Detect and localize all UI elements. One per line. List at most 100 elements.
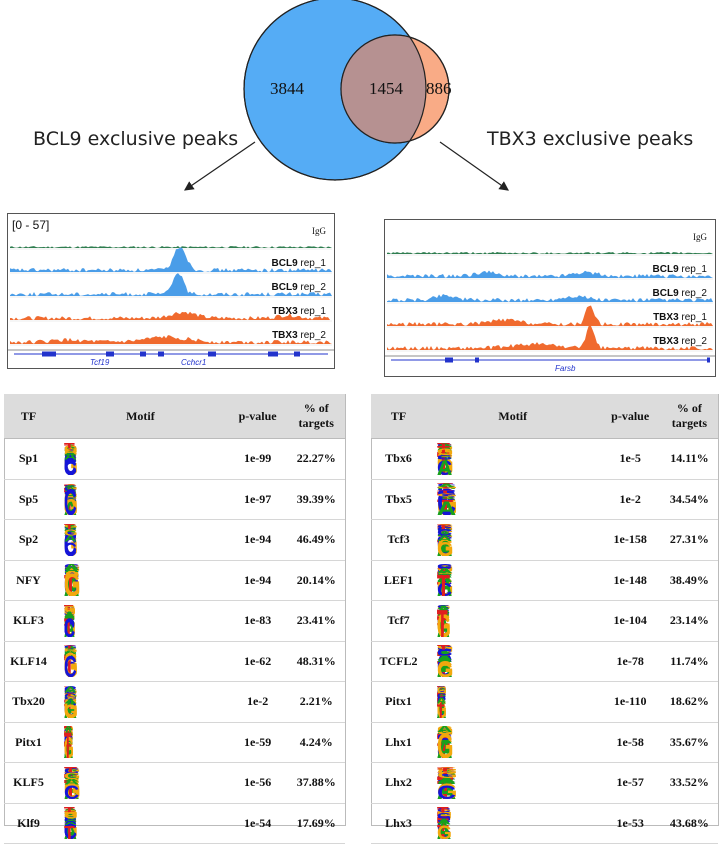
svg-text:A: A: [437, 573, 453, 583]
svg-text:T: T: [437, 729, 450, 759]
svg-text:T: T: [437, 568, 451, 572]
pvalue: 1e-104: [599, 600, 661, 642]
svg-text:A: A: [64, 772, 79, 775]
svg-text:C: C: [64, 443, 77, 475]
svg-text:A: A: [437, 693, 447, 696]
svg-text:C: C: [437, 727, 452, 735]
exon: [42, 351, 56, 357]
svg-text:C: C: [437, 692, 447, 695]
targets-percent: 18.62%: [660, 681, 718, 723]
svg-text:C: C: [64, 444, 77, 455]
svg-text:A: A: [64, 524, 78, 529]
svg-text:A: A: [64, 568, 79, 575]
svg-text:A: A: [437, 443, 452, 449]
svg-text:C: C: [437, 456, 452, 475]
svg-text:A: A: [437, 568, 452, 575]
motif-logo: ACGTATCACGTAACGTACTCGACACACGAACCGAACGCGT…: [437, 686, 447, 718]
table-row: Tbx5 C A A C T G A G A T A C T G A C G T A C C G T A 1e-2 34.54%: [371, 479, 718, 520]
svg-text:C: C: [437, 689, 447, 697]
svg-text:C: C: [64, 728, 74, 736]
svg-text:C: C: [64, 443, 77, 475]
svg-text:G: G: [437, 767, 458, 772]
svg-text:G: G: [437, 809, 452, 816]
svg-text:G: G: [437, 538, 453, 556]
svg-text:A: A: [64, 567, 79, 597]
svg-text:C: C: [64, 485, 77, 488]
svg-text:G: G: [64, 605, 76, 614]
table-row: NFY C G A A C G C A G C C A C G A A C T A C G A G 1e-94 20.14%: [4, 560, 345, 601]
targets-percent: 22.27%: [287, 438, 345, 480]
svg-text:C: C: [437, 573, 452, 597]
svg-text:C: C: [437, 564, 452, 570]
tf-name: KLF14: [4, 641, 54, 682]
svg-text:C: C: [437, 773, 457, 778]
svg-text:T: T: [64, 613, 73, 636]
svg-text:A: A: [437, 533, 452, 556]
svg-text:G: G: [64, 607, 76, 617]
svg-text:C: C: [437, 693, 446, 699]
svg-text:T: T: [64, 645, 75, 650]
svg-text:G: G: [64, 810, 78, 820]
svg-text:C: C: [437, 486, 456, 493]
svg-text:G: G: [64, 687, 78, 694]
svg-text:A: A: [437, 736, 452, 759]
svg-text:C: C: [64, 564, 79, 570]
targets-percent: 17.69%: [287, 803, 345, 844]
svg-text:C: C: [437, 695, 446, 705]
svg-text:G: G: [64, 732, 74, 738]
svg-text:C: C: [437, 525, 452, 555]
svg-text:C: C: [64, 617, 75, 620]
svg-text:G: G: [437, 605, 451, 609]
track-replicate: rep_1: [678, 264, 707, 275]
svg-text:G: G: [437, 686, 447, 696]
svg-text:T: T: [437, 772, 454, 776]
svg-text:C: C: [64, 524, 77, 556]
svg-text:T: T: [64, 726, 72, 737]
svg-text:G: G: [64, 573, 80, 596]
tf-name: Tcf3: [371, 519, 426, 561]
svg-text:A: A: [437, 574, 452, 584]
svg-text:C: C: [437, 812, 452, 820]
svg-text:C: C: [64, 767, 80, 775]
svg-text:A: A: [64, 498, 77, 516]
svg-text:A: A: [64, 613, 76, 625]
arrows: [184, 141, 509, 191]
left-motif-table: TF Motif p-value % of targets Sp1 A C G A C G C A…: [4, 394, 345, 844]
svg-text:G: G: [437, 533, 453, 556]
svg-text:G: G: [437, 726, 453, 736]
svg-text:A: A: [64, 699, 77, 703]
track-replicate: rep_2: [297, 282, 326, 293]
svg-text:G: G: [64, 498, 78, 515]
svg-text:C: C: [64, 490, 77, 515]
svg-text:G: G: [64, 450, 78, 475]
track-label: TBX3 rep_2: [272, 330, 326, 341]
targets-percent: 38.49%: [660, 560, 718, 601]
svg-text:G: G: [64, 609, 76, 614]
table-row: Pitx1 A C G T A T C A C G T A A C G T A C T C G A C A C A C G A A C C G A A…: [371, 681, 718, 723]
svg-text:C: C: [64, 768, 79, 774]
svg-text:C: C: [437, 645, 453, 653]
svg-text:A: A: [64, 807, 77, 812]
signal-track: [10, 311, 332, 320]
table-row: Sp5 C G T A A G T A C T G G A C T G A G C A C T G A C G C G T A A C G A C 1e…: [4, 479, 345, 520]
svg-text:C: C: [437, 652, 452, 657]
svg-text:A: A: [64, 735, 74, 738]
svg-text:G: G: [64, 770, 80, 798]
svg-text:A: A: [437, 694, 446, 704]
svg-text:G: G: [64, 524, 78, 556]
pvalue: 1e-99: [227, 438, 288, 480]
svg-text:A: A: [64, 448, 77, 457]
svg-text:A: A: [64, 524, 77, 533]
svg-text:C: C: [437, 606, 450, 617]
svg-text:C: C: [64, 524, 77, 556]
svg-text:T: T: [437, 524, 451, 530]
svg-text:G: G: [64, 726, 74, 733]
svg-text:C: C: [64, 485, 77, 493]
svg-text:A: A: [64, 817, 77, 823]
header-pvalue: p-value: [227, 394, 288, 439]
svg-text:C: C: [64, 616, 75, 636]
